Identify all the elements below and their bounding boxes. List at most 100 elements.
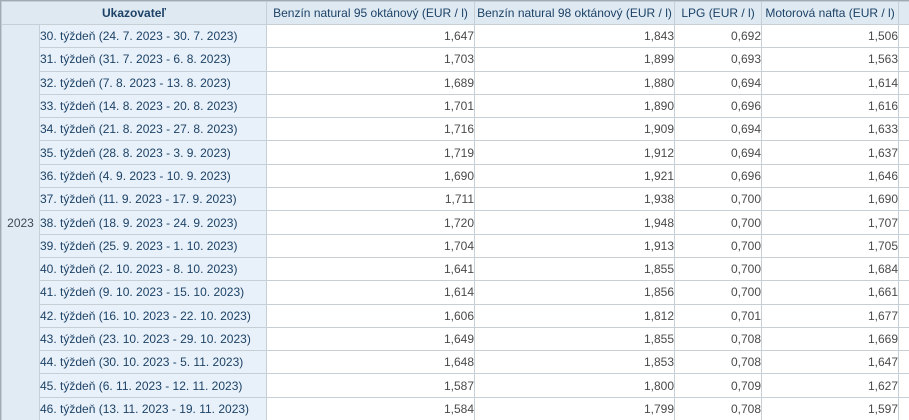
price-value-cell: 1,584	[266, 396, 476, 420]
clipped-cell	[898, 117, 909, 142]
table-row: 46. týždeň (13. 11. 2023 - 19. 11. 2023)…	[2, 396, 909, 420]
week-label-cell: 31. týždeň (31. 7. 2023 - 6. 8. 2023)	[38, 47, 268, 72]
clipped-cell	[898, 326, 909, 352]
price-value-cell: 1,614	[266, 280, 476, 305]
table-row: 32. týždeň (7. 8. 2023 - 13. 8. 2023) 1,6…	[2, 70, 909, 95]
week-label-cell: 38. týždeň (18. 9. 2023 - 24. 9. 2023)	[38, 210, 268, 235]
header-benzin-95: Benzín natural 95 oktánový (EUR / l)	[266, 1, 476, 25]
price-value-cell: 1,677	[761, 303, 900, 328]
price-value-cell: 1,648	[266, 350, 476, 375]
header-motorova-nafta: Motorová nafta (EUR / l)	[761, 1, 900, 25]
table-row: 41. týždeň (9. 10. 2023 - 15. 10. 2023) 1…	[2, 280, 909, 305]
price-value-cell: 1,616	[761, 93, 900, 119]
price-value-cell: 0,694	[674, 140, 763, 165]
header-clipped-column	[898, 1, 909, 25]
table-row: 40. týždeň (2. 10. 2023 - 8. 10. 2023) 1,…	[2, 256, 909, 282]
table-body: 2023 30. týždeň (24. 7. 2023 - 30. 7. 202…	[1, 23, 909, 420]
week-label-cell: 40. týždeň (2. 10. 2023 - 8. 10. 2023)	[38, 256, 268, 282]
price-value-cell: 1,913	[474, 233, 676, 258]
price-value-cell: 1,641	[266, 256, 476, 282]
table-row: 42. týždeň (16. 10. 2023 - 22. 10. 2023)…	[2, 303, 909, 328]
week-label-cell: 37. týždeň (11. 9. 2023 - 17. 9. 2023)	[38, 187, 268, 212]
week-label-cell: 42. týždeň (16. 10. 2023 - 22. 10. 2023)	[38, 303, 268, 328]
clipped-cell	[898, 373, 909, 398]
price-value-cell: 1,705	[761, 233, 900, 258]
clipped-cell	[898, 140, 909, 165]
week-label-cell: 39. týždeň (25. 9. 2023 - 1. 10. 2023)	[38, 233, 268, 258]
header-row: Ukazovateľ Benzín natural 95 oktánový (E…	[1, 1, 909, 25]
clipped-cell	[898, 70, 909, 95]
table-row: 39. týždeň (25. 9. 2023 - 1. 10. 2023) 1,…	[2, 233, 909, 258]
table-row: 44. týždeň (30. 10. 2023 - 5. 11. 2023) 1…	[2, 350, 909, 375]
table-row: 45. týždeň (6. 11. 2023 - 12. 11. 2023) 1…	[2, 373, 909, 398]
year-cell: 2023	[1, 23, 40, 420]
price-value-cell: 1,921	[474, 163, 676, 189]
clipped-cell	[898, 303, 909, 328]
price-value-cell: 1,856	[474, 280, 676, 305]
table-row: 35. týždeň (28. 8. 2023 - 3. 9. 2023) 1,7…	[2, 140, 909, 165]
price-value-cell: 0,700	[674, 233, 763, 258]
clipped-cell	[898, 210, 909, 235]
price-value-cell: 1,704	[266, 233, 476, 258]
table-row: 2023 30. týždeň (24. 7. 2023 - 30. 7. 202…	[1, 23, 909, 420]
price-value-cell: 1,669	[761, 326, 900, 352]
price-value-cell: 0,700	[674, 256, 763, 282]
week-label-cell: 35. týždeň (28. 8. 2023 - 3. 9. 2023)	[38, 140, 268, 165]
price-value-cell: 1,684	[761, 256, 900, 282]
price-value-cell: 0,709	[674, 373, 763, 398]
price-value-cell: 1,649	[266, 326, 476, 352]
price-value-cell: 0,701	[674, 303, 763, 328]
week-label-cell: 43. týždeň (23. 10. 2023 - 29. 10. 2023)	[38, 326, 268, 352]
price-value-cell: 1,812	[474, 303, 676, 328]
price-value-cell: 1,912	[474, 140, 676, 165]
week-label-cell: 46. týždeň (13. 11. 2023 - 19. 11. 2023)	[38, 396, 268, 420]
price-value-cell: 1,627	[761, 373, 900, 398]
week-label-cell: 34. týždeň (21. 8. 2023 - 27. 8. 2023)	[38, 117, 268, 142]
clipped-cell	[898, 23, 909, 49]
price-value-cell: 1,563	[761, 47, 900, 72]
price-value-cell: 1,855	[474, 256, 676, 282]
price-value-cell: 1,800	[474, 373, 676, 398]
price-value-cell: 1,799	[474, 396, 676, 420]
price-value-cell: 0,708	[674, 350, 763, 375]
week-label-cell: 30. týždeň (24. 7. 2023 - 30. 7. 2023)	[38, 23, 268, 49]
price-value-cell: 1,720	[266, 210, 476, 235]
price-value-cell: 0,692	[674, 23, 763, 49]
table-row: 43. týždeň (23. 10. 2023 - 29. 10. 2023)…	[2, 326, 909, 352]
price-value-cell: 1,606	[266, 303, 476, 328]
clipped-cell	[898, 396, 909, 420]
price-value-cell: 1,506	[761, 23, 900, 49]
price-value-cell: 1,587	[266, 373, 476, 398]
price-value-cell: 1,597	[761, 396, 900, 420]
week-label-cell: 32. týždeň (7. 8. 2023 - 13. 8. 2023)	[38, 70, 268, 95]
price-value-cell: 0,696	[674, 163, 763, 189]
price-value-cell: 1,880	[474, 70, 676, 95]
price-value-cell: 0,708	[674, 326, 763, 352]
price-value-cell: 0,693	[674, 47, 763, 72]
price-value-cell: 0,696	[674, 93, 763, 119]
week-label-cell: 44. týždeň (30. 10. 2023 - 5. 11. 2023)	[38, 350, 268, 375]
price-value-cell: 1,948	[474, 210, 676, 235]
price-value-cell: 1,614	[761, 70, 900, 95]
table-row: 33. týždeň (14. 8. 2023 - 20. 8. 2023) 1,…	[2, 93, 909, 119]
clipped-cell	[898, 93, 909, 119]
price-value-cell: 1,890	[474, 93, 676, 119]
price-value-cell: 1,647	[266, 23, 476, 49]
table-row: 38. týždeň (18. 9. 2023 - 24. 9. 2023) 1,…	[2, 210, 909, 235]
price-value-cell: 0,700	[674, 210, 763, 235]
header-indicator: Ukazovateľ	[1, 1, 268, 25]
price-value-cell: 1,637	[761, 140, 900, 165]
table-row: 31. týždeň (31. 7. 2023 - 6. 8. 2023) 1,7…	[2, 47, 909, 72]
table-row: 36. týždeň (4. 9. 2023 - 10. 9. 2023) 1,6…	[2, 163, 909, 189]
clipped-cell	[898, 280, 909, 305]
clipped-cell	[898, 163, 909, 189]
header-lpg: LPG (EUR / l)	[674, 1, 763, 25]
clipped-cell	[898, 187, 909, 212]
price-value-cell: 1,716	[266, 117, 476, 142]
price-value-cell: 1,689	[266, 70, 476, 95]
price-value-cell: 1,855	[474, 326, 676, 352]
price-value-cell: 1,853	[474, 350, 676, 375]
price-value-cell: 1,701	[266, 93, 476, 119]
price-value-cell: 1,633	[761, 117, 900, 142]
